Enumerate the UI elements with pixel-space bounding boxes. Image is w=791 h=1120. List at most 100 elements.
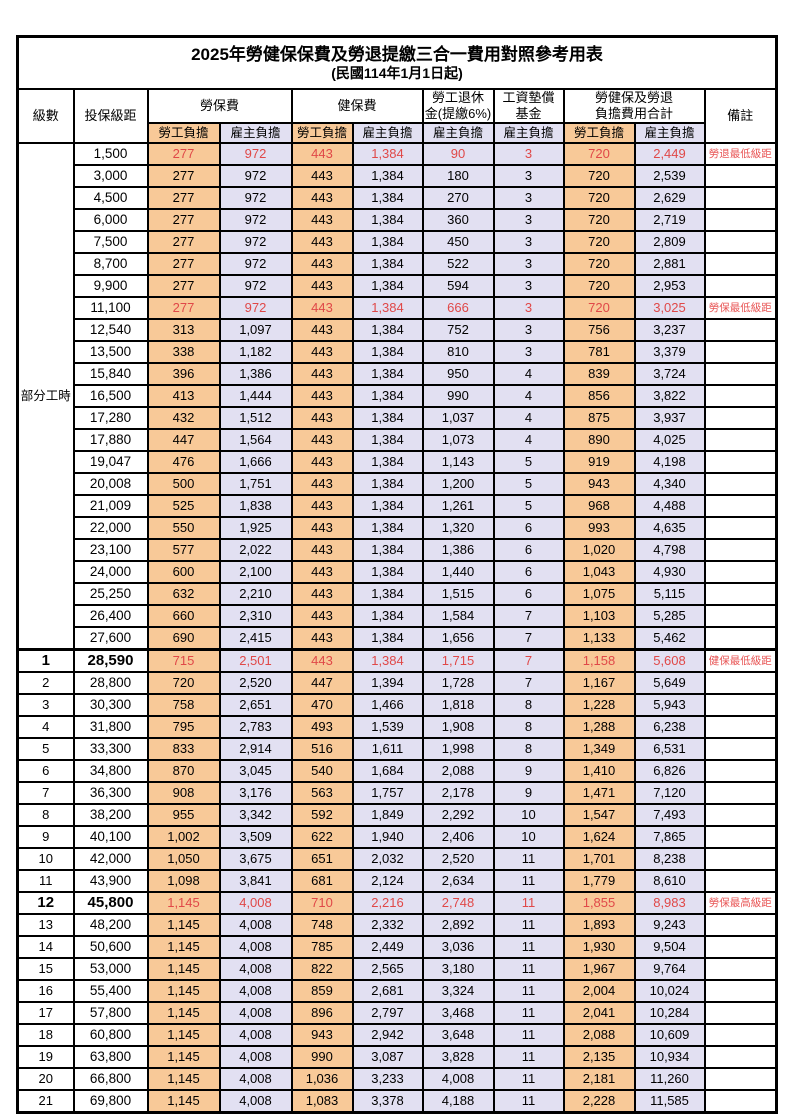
value-cell: 7 — [492, 626, 565, 651]
value-cell: 810 — [421, 340, 495, 364]
table-row: 20,008 500 1,751 443 1,384 1,200 5 943 4,340 — [18, 472, 778, 496]
value-cell: 443 — [290, 648, 354, 673]
bracket-cell: 17,280 — [72, 406, 149, 430]
value-cell: 2,032 — [351, 847, 424, 871]
bracket-cell: 27,600 — [72, 626, 149, 651]
level-cell: 12 — [16, 891, 75, 915]
value-cell: 919 — [562, 450, 636, 474]
table-row: 14 50,600 1,145 4,008 785 2,449 3,036 11 1,930 9,… — [16, 935, 778, 959]
note-cell — [703, 869, 778, 893]
table-row: 13,500 338 1,182 443 1,384 810 3 781 3,379 — [18, 340, 778, 364]
table-row: 部分工時 1,500 277 972 443 1,384 90 3 720 2,449 勞退最低級距 — [16, 142, 778, 651]
col-header-labor-insurance: 勞保費 — [146, 88, 293, 124]
value-cell: 6 — [492, 538, 565, 562]
value-cell: 2,022 — [218, 538, 293, 562]
value-cell: 4,008 — [218, 1023, 293, 1047]
value-cell: 781 — [562, 340, 636, 364]
value-cell: 6,826 — [633, 759, 706, 783]
value-cell: 1,384 — [351, 164, 424, 188]
value-cell: 11 — [492, 935, 565, 959]
value-cell: 5,943 — [633, 693, 706, 717]
level-cell: 17 — [16, 1001, 75, 1025]
value-cell: 277 — [146, 252, 221, 276]
bracket-cell: 23,100 — [72, 538, 149, 562]
value-cell: 3,180 — [421, 957, 495, 981]
value-cell: 990 — [421, 384, 495, 408]
table-row: 18 60,800 1,145 4,008 943 2,942 3,648 11 2,088 10… — [16, 1023, 778, 1047]
value-cell: 1,384 — [351, 516, 424, 540]
note-cell — [703, 362, 778, 386]
subheader-total-employee: 勞工負擔 — [562, 122, 636, 144]
value-cell: 720 — [562, 208, 636, 232]
value-cell: 3,045 — [218, 759, 293, 783]
subheader-pension-employer: 雇主負擔 — [421, 122, 495, 144]
value-cell: 1,384 — [351, 626, 424, 651]
value-cell: 1,384 — [351, 362, 424, 386]
value-cell: 8,983 — [633, 891, 706, 915]
value-cell: 277 — [146, 142, 221, 166]
bracket-cell: 40,100 — [72, 825, 149, 849]
value-cell: 2,501 — [218, 648, 293, 673]
value-cell: 2,634 — [421, 869, 495, 893]
value-cell: 1,037 — [421, 406, 495, 430]
value-cell: 972 — [218, 186, 293, 210]
value-cell: 1,893 — [562, 913, 636, 937]
value-cell: 476 — [146, 450, 221, 474]
table-row: 16,500 413 1,444 443 1,384 990 4 856 3,822 — [18, 384, 778, 408]
note-cell: 健保最低級距 — [703, 648, 778, 673]
value-cell: 4 — [492, 428, 565, 452]
level-cell: 19 — [16, 1045, 75, 1069]
table-row: 27,600 690 2,415 443 1,384 1,656 7 1,133 5,462 — [18, 626, 778, 651]
note-cell: 勞退最低級距 — [703, 142, 778, 166]
table-row: 7,500 277 972 443 1,384 450 3 720 2,809 — [18, 230, 778, 254]
value-cell: 1,855 — [562, 891, 636, 915]
col-header-note: 備註 — [703, 88, 778, 144]
value-cell: 1,145 — [146, 935, 221, 959]
value-cell: 10,284 — [633, 1001, 706, 1025]
note-cell — [703, 274, 778, 298]
value-cell: 1,564 — [218, 428, 293, 452]
level-cell: 6 — [16, 759, 75, 783]
table-row: 19,047 476 1,666 443 1,384 1,143 5 919 4,198 — [18, 450, 778, 474]
note-cell — [703, 604, 778, 628]
table-row: 6 34,800 870 3,045 540 1,684 2,088 9 1,410 6,826 — [16, 759, 778, 783]
value-cell: 4,635 — [633, 516, 706, 540]
level-cell: 8 — [16, 803, 75, 827]
value-cell: 550 — [146, 516, 221, 540]
level-cell: 3 — [16, 693, 75, 717]
value-cell: 710 — [290, 891, 354, 915]
value-cell: 11 — [492, 847, 565, 871]
value-cell: 4,008 — [218, 957, 293, 981]
bracket-cell: 12,540 — [72, 318, 149, 342]
value-cell: 1,145 — [146, 1045, 221, 1069]
value-cell: 715 — [146, 648, 221, 673]
value-cell: 2,539 — [633, 164, 706, 188]
value-cell: 3,822 — [633, 384, 706, 408]
value-cell: 270 — [421, 186, 495, 210]
bracket-cell: 26,400 — [72, 604, 149, 628]
value-cell: 1,684 — [351, 759, 424, 783]
table-row: 12,540 313 1,097 443 1,384 752 3 756 3,237 — [18, 318, 778, 342]
value-cell: 443 — [290, 142, 354, 166]
table-row: 23,100 577 2,022 443 1,384 1,386 6 1,020 4,798 — [18, 538, 778, 562]
value-cell: 540 — [290, 759, 354, 783]
value-cell: 1,182 — [218, 340, 293, 364]
level-cell: 13 — [16, 913, 75, 937]
value-cell: 1,384 — [351, 648, 424, 673]
value-cell: 277 — [146, 186, 221, 210]
value-cell: 443 — [290, 472, 354, 496]
note-cell — [703, 957, 778, 981]
note-cell — [703, 979, 778, 1003]
value-cell: 1,320 — [421, 516, 495, 540]
value-cell: 1,838 — [218, 494, 293, 518]
bracket-cell: 7,500 — [72, 230, 149, 254]
value-cell: 1,384 — [351, 450, 424, 474]
value-cell: 1,143 — [421, 450, 495, 474]
value-cell: 11,585 — [633, 1089, 706, 1114]
value-cell: 11 — [492, 979, 565, 1003]
value-cell: 522 — [421, 252, 495, 276]
value-cell: 1,925 — [218, 516, 293, 540]
value-cell: 720 — [146, 671, 221, 695]
subheader-health-employee: 勞工負擔 — [290, 122, 354, 144]
table-row: 4 31,800 795 2,783 493 1,539 1,908 8 1,288 6,238 — [16, 715, 778, 739]
